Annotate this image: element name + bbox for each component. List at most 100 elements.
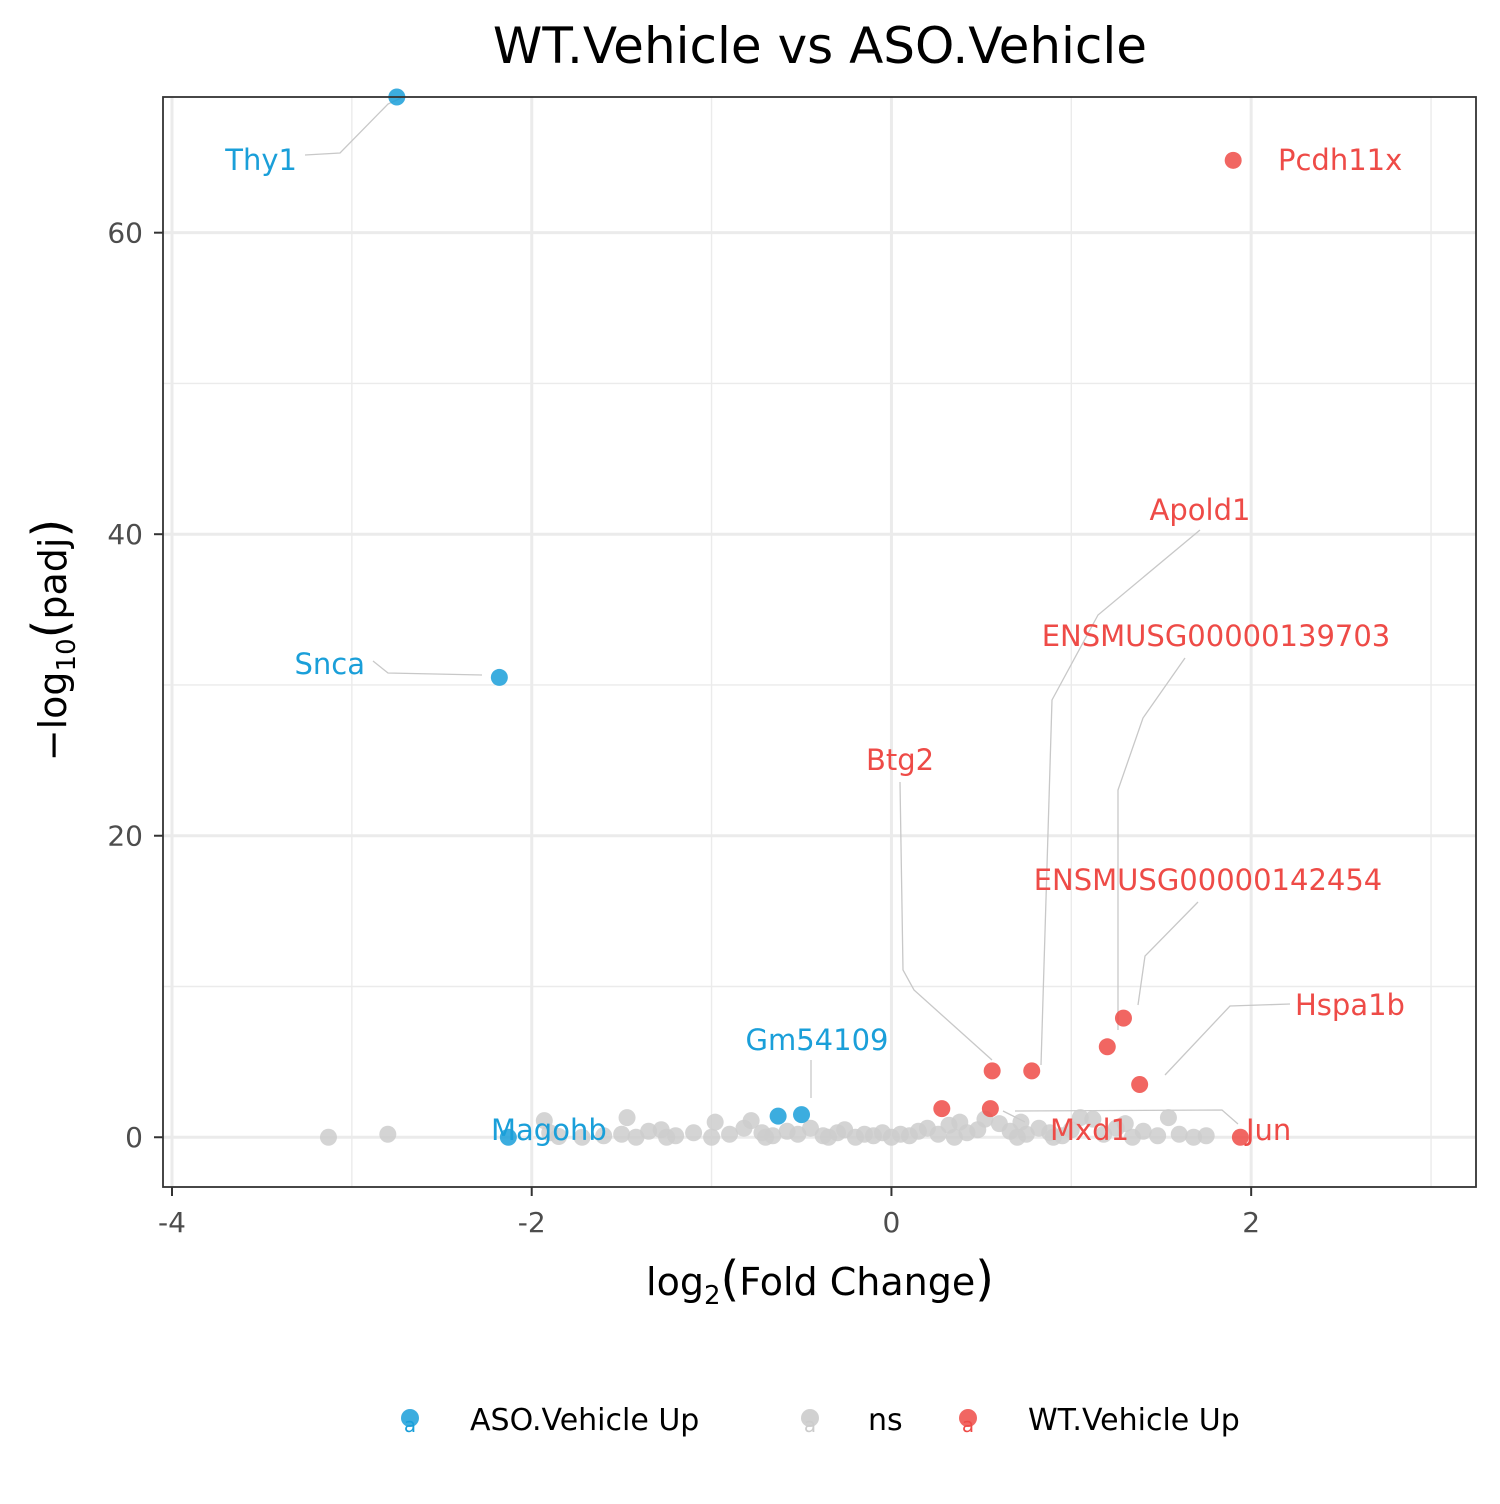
data-point-wt-vehicle-up [981, 1100, 999, 1118]
data-point-ns [1084, 1110, 1102, 1128]
y-axis-title-subscript: 10 [52, 638, 82, 671]
gene-label-thy1: Thy1 [224, 143, 297, 177]
data-point-aso-vehicle-up [499, 1128, 517, 1146]
data-point-ns [757, 1128, 775, 1146]
data-point-ns [706, 1113, 724, 1131]
x-tick-label: -2 [518, 1206, 546, 1239]
x-tick-label: -4 [158, 1206, 186, 1239]
gene-labels: Pcdh11x Apold1 ENSMUSG00000139703 Btg2 ENSMU… [224, 143, 1405, 1147]
data-point-ns [789, 1125, 807, 1143]
label-connectors [304, 97, 1291, 1125]
label-connector [372, 660, 483, 676]
data-point-ns [721, 1125, 739, 1143]
label-connector [899, 781, 993, 1061]
legend-key-aso-vehicle-up [401, 1409, 419, 1427]
data-point-aso-vehicle-up [793, 1106, 811, 1124]
data-point-wt-vehicle-up [1023, 1062, 1041, 1080]
legend-label-ns: ns [868, 1403, 903, 1438]
y-axis-title-prefix: log [31, 671, 75, 729]
data-point-ns [1197, 1127, 1215, 1145]
x-axis-title-paren-open: ( [721, 1251, 740, 1307]
data-point-ns [945, 1128, 963, 1146]
data-point-ns [1095, 1125, 1113, 1143]
legend: a ASO.Vehicle Up a ns a WT.Vehicle Up [401, 1403, 1240, 1438]
label-connector [1117, 657, 1186, 1030]
gene-label-jun: Jun [1244, 1113, 1291, 1147]
label-connector [1164, 1003, 1291, 1076]
data-point-ns [703, 1128, 721, 1146]
data-point-ns [379, 1125, 397, 1143]
label-connector [1137, 901, 1199, 1006]
gene-label-btg2: Btg2 [866, 743, 934, 777]
gene-label-hspa1b: Hspa1b [1295, 988, 1405, 1022]
y-axis-title-paren-open: ( [22, 620, 78, 639]
gene-label-ensmusg00000142454: ENSMUSG00000142454 [1034, 863, 1383, 897]
data-points [319, 88, 1249, 1146]
data-point-aso-vehicle-up [490, 668, 508, 686]
legend-item-aso-vehicle-up: a ASO.Vehicle Up [401, 1403, 699, 1438]
data-point-ns [640, 1122, 658, 1140]
data-point-ns [1170, 1125, 1188, 1143]
data-point-ns [819, 1128, 837, 1146]
data-point-ns [618, 1109, 636, 1127]
data-point-wt-vehicle-up [1231, 1128, 1249, 1146]
gene-label-gm54109: Gm54109 [746, 1023, 889, 1057]
data-point-wt-vehicle-up [1114, 1009, 1132, 1027]
data-point-ns [1159, 1109, 1177, 1127]
data-point-ns [658, 1128, 676, 1146]
legend-label-aso-vehicle-up: ASO.Vehicle Up [470, 1403, 699, 1438]
data-point-ns [802, 1119, 820, 1137]
data-point-ns [742, 1112, 760, 1130]
y-axis-title-text: padj [31, 538, 75, 620]
y-tick-label: 20 [107, 820, 143, 853]
data-point-wt-vehicle-up [1131, 1075, 1149, 1093]
legend-label-wt-vehicle-up: WT.Vehicle Up [1028, 1403, 1240, 1438]
data-point-wt-vehicle-up [983, 1062, 1001, 1080]
y-axis-title-minus: − [31, 729, 75, 761]
data-point-ns [1123, 1128, 1141, 1146]
legend-item-ns: a ns [801, 1403, 903, 1438]
y-axis-title: −log10(padj) [22, 519, 82, 761]
data-point-ns [319, 1128, 337, 1146]
label-connector [1040, 529, 1201, 1066]
data-point-ns [627, 1128, 645, 1146]
y-tick-label: 40 [107, 518, 143, 551]
y-axis-title-paren-close: ) [22, 519, 78, 538]
data-point-ns [573, 1128, 591, 1146]
data-point-ns [1149, 1127, 1167, 1145]
legend-key-wt-vehicle-up [959, 1409, 977, 1427]
x-tick-label: 2 [1242, 1206, 1260, 1239]
legend-item-wt-vehicle-up: a WT.Vehicle Up [959, 1403, 1240, 1438]
data-point-wt-vehicle-up [1224, 151, 1242, 169]
legend-key-glyph-aso-vehicle-up: a [404, 1413, 416, 1437]
data-point-wt-vehicle-up [1098, 1038, 1116, 1056]
legend-key-glyph-wt-vehicle-up: a [962, 1413, 974, 1437]
gene-label-apold1: Apold1 [1150, 493, 1251, 527]
x-axis-title-subscript: 2 [704, 1281, 721, 1311]
y-tick-label: 60 [107, 217, 143, 250]
data-point-ns [1071, 1109, 1089, 1127]
data-point-ns [1008, 1128, 1026, 1146]
gene-label-ensmusg00000139703: ENSMUSG00000139703 [1042, 619, 1391, 653]
data-point-ns [1062, 1121, 1080, 1139]
data-point-ns [595, 1127, 613, 1145]
x-axis-title-text: Fold Change [739, 1260, 975, 1304]
data-point-ns [1044, 1128, 1062, 1146]
data-point-ns [1116, 1115, 1134, 1133]
data-point-wt-vehicle-up [933, 1100, 951, 1118]
y-tick-label: 0 [125, 1121, 143, 1154]
gene-label-snca: Snca [294, 647, 365, 681]
data-point-ns [685, 1124, 703, 1142]
x-axis-title-paren-close: ) [975, 1251, 994, 1307]
legend-key-ns [801, 1409, 819, 1427]
data-point-ns [1185, 1128, 1203, 1146]
x-axis-title: log2(Fold Change) [646, 1251, 994, 1311]
chart-title: WT.Vehicle vs ASO.Vehicle [493, 17, 1147, 75]
data-point-aso-vehicle-up [769, 1107, 787, 1125]
x-tick-label: 0 [883, 1206, 901, 1239]
legend-key-glyph-ns: a [804, 1413, 816, 1437]
data-point-ns [550, 1127, 568, 1145]
